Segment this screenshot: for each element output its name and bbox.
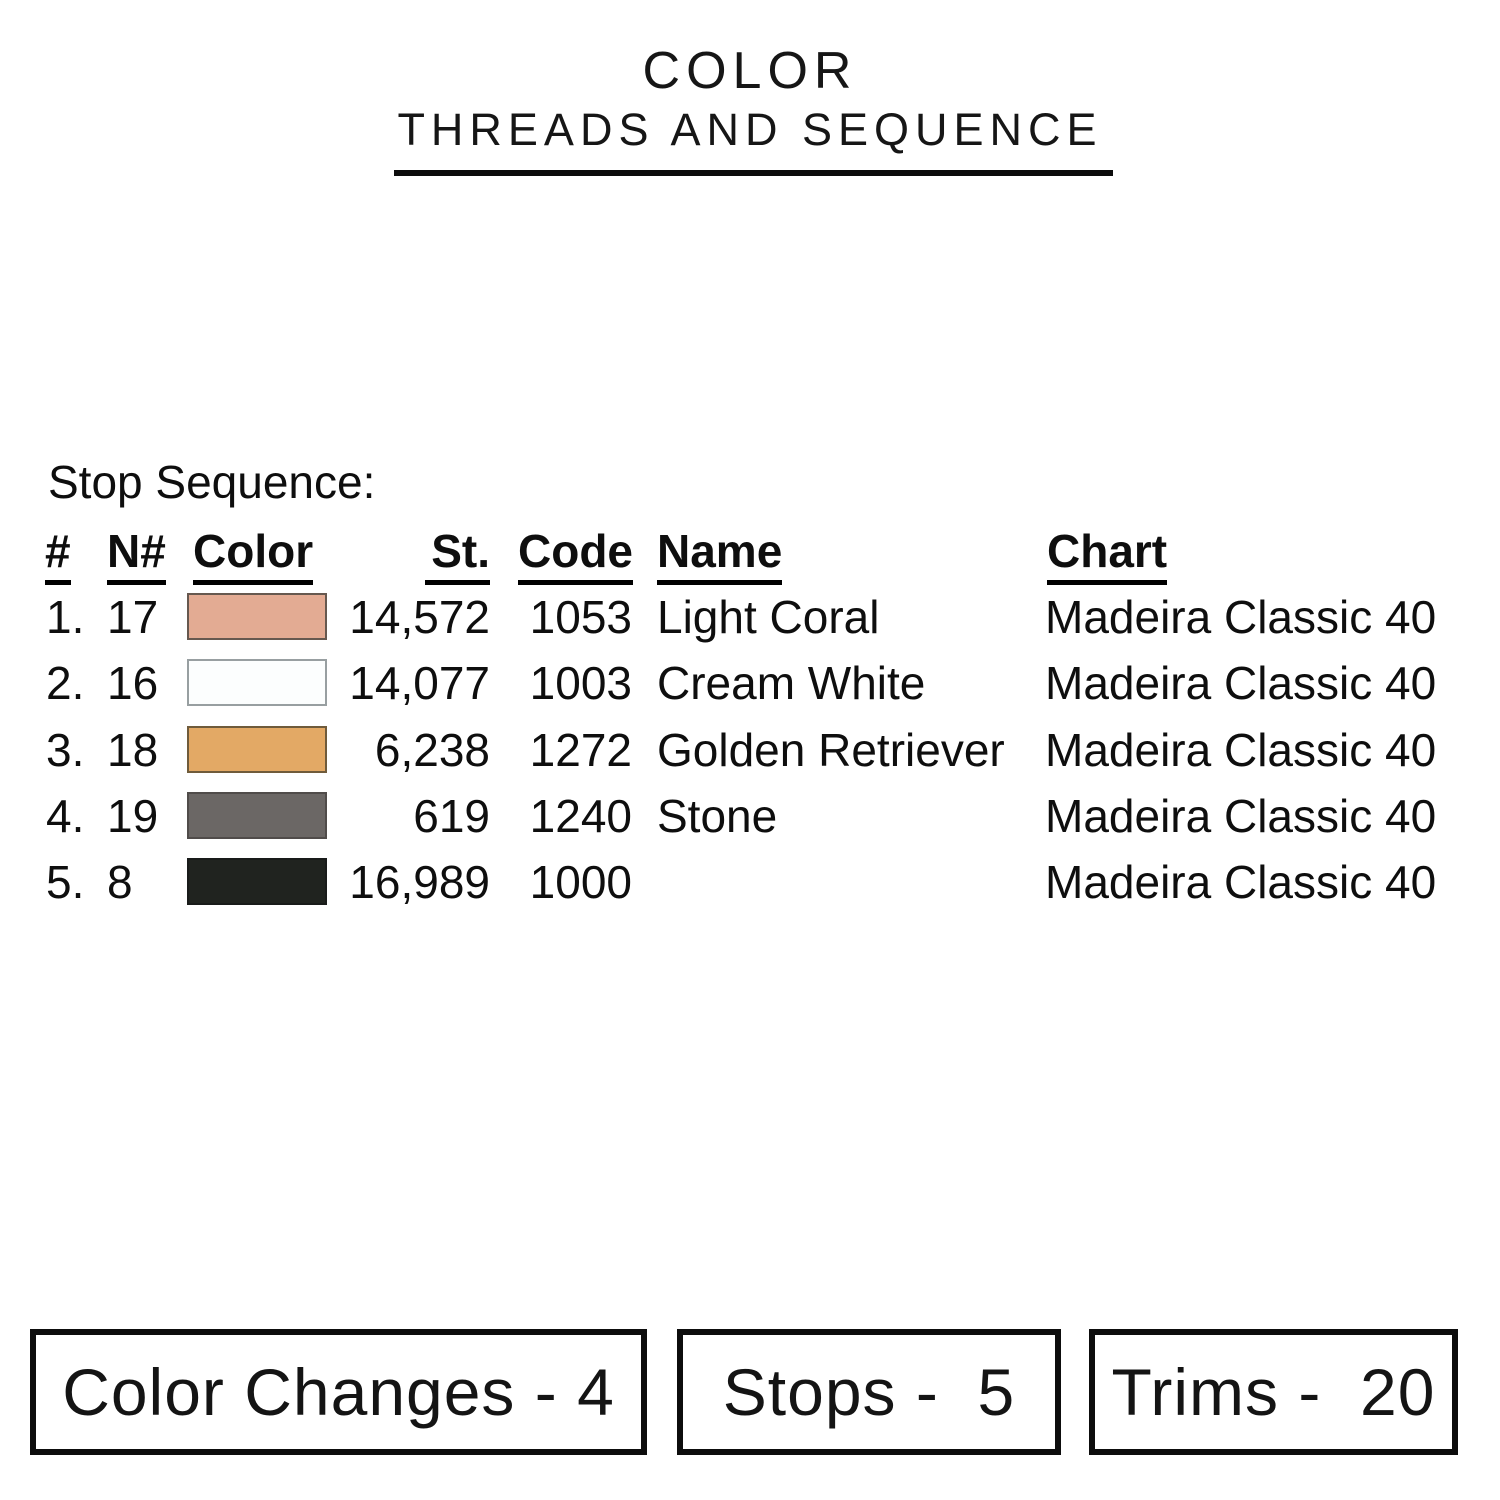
stitch-count-cell: 619 bbox=[413, 790, 490, 842]
col-header-code: Code bbox=[518, 528, 633, 585]
summary-box-trims: Trims - 20 bbox=[1089, 1329, 1458, 1455]
needle-number-cell: 16 bbox=[107, 657, 159, 709]
thread-code-cell: 1053 bbox=[529, 591, 632, 643]
thread-code-cell: 1003 bbox=[529, 657, 632, 709]
row-index-cell: 3. bbox=[46, 724, 85, 776]
thread-name-cell: Golden Retriever bbox=[657, 724, 1005, 776]
thread-chart-cell: Madeira Classic 40 bbox=[1045, 657, 1437, 709]
stops-label: Stops - 5 bbox=[722, 1355, 1016, 1429]
thread-chart-cell: Madeira Classic 40 bbox=[1045, 724, 1437, 776]
thread-chart-cell: Madeira Classic 40 bbox=[1045, 591, 1437, 643]
thread-code-cell: 1240 bbox=[529, 790, 632, 842]
row-index-cell: 5. bbox=[46, 856, 85, 908]
page-subtitle: THREADS AND SEQUENCE bbox=[397, 104, 1103, 155]
table-row: 4. 19 619 1240 Stone Madeira Classic 40 bbox=[0, 792, 1500, 840]
thread-code-cell: 1000 bbox=[529, 856, 632, 908]
needle-number-cell: 17 bbox=[107, 591, 159, 643]
thread-chart-cell: Madeira Classic 40 bbox=[1045, 790, 1437, 842]
stitch-count-cell: 6,238 bbox=[374, 724, 490, 776]
table-header-row: # N# Color St. Code Name Chart bbox=[0, 528, 1500, 585]
thread-code-cell: 1272 bbox=[529, 724, 632, 776]
summary-box-stops: Stops - 5 bbox=[677, 1329, 1061, 1455]
stitch-count-cell: 16,989 bbox=[349, 856, 490, 908]
color-swatch bbox=[187, 858, 327, 905]
trims-label: Trims - 20 bbox=[1111, 1355, 1436, 1429]
table-row: 5. 8 16,989 1000 Madeira Classic 40 bbox=[0, 858, 1500, 906]
stitch-count-cell: 14,572 bbox=[349, 591, 490, 643]
col-header-name: Name bbox=[657, 528, 783, 585]
col-header-color: Color bbox=[193, 528, 314, 585]
col-header-index: # bbox=[45, 528, 71, 585]
thread-name-cell: Cream White bbox=[657, 657, 926, 709]
table-row: 3. 18 6,238 1272 Golden Retriever Madeir… bbox=[0, 726, 1500, 774]
color-swatch bbox=[187, 792, 327, 839]
thread-name-cell: Light Coral bbox=[657, 591, 880, 643]
table-row: 1. 17 14,572 1053 Light Coral Madeira Cl… bbox=[0, 593, 1500, 641]
color-changes-label: Color Changes - 4 bbox=[62, 1355, 615, 1429]
page-title: COLOR bbox=[642, 42, 858, 100]
stop-sequence-label: Stop Sequence: bbox=[48, 456, 376, 508]
needle-number-cell: 18 bbox=[107, 724, 159, 776]
row-index-cell: 4. bbox=[46, 790, 85, 842]
row-index-cell: 1. bbox=[46, 591, 85, 643]
color-swatch bbox=[187, 593, 327, 640]
needle-number-cell: 8 bbox=[107, 856, 133, 908]
summary-box-color-changes: Color Changes - 4 bbox=[30, 1329, 647, 1455]
stitch-count-cell: 14,077 bbox=[349, 657, 490, 709]
thread-name-cell: Stone bbox=[657, 790, 778, 842]
table-row: 2. 16 14,077 1003 Cream White Madeira Cl… bbox=[0, 659, 1500, 707]
title-underline bbox=[394, 170, 1113, 176]
row-index-cell: 2. bbox=[46, 657, 85, 709]
col-header-stitches: St. bbox=[425, 528, 490, 585]
color-swatch bbox=[187, 726, 327, 773]
thread-chart-cell: Madeira Classic 40 bbox=[1045, 856, 1437, 908]
col-header-needle: N# bbox=[107, 528, 166, 585]
color-swatch bbox=[187, 659, 327, 706]
col-header-chart: Chart bbox=[1047, 528, 1168, 585]
needle-number-cell: 19 bbox=[107, 790, 159, 842]
